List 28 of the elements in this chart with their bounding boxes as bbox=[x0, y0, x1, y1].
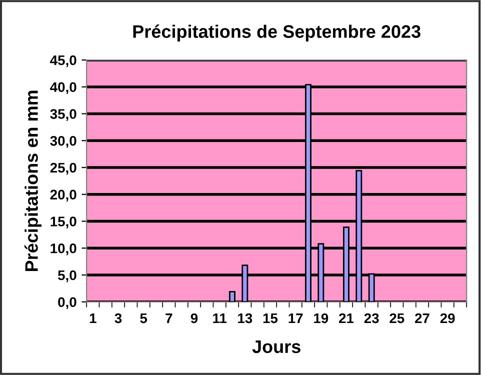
x-tick-label: 1 bbox=[90, 313, 96, 324]
x-tick-label: 19 bbox=[314, 313, 328, 324]
x-tick-label: 27 bbox=[414, 313, 430, 324]
y-tick-label: 35,0 bbox=[50, 109, 76, 121]
x-tick-label: 29 bbox=[440, 313, 455, 324]
y-tick-label: 5,0 bbox=[58, 270, 76, 282]
x-tick-label: 25 bbox=[390, 313, 404, 324]
x-tick-label: 7 bbox=[166, 313, 172, 324]
y-tick-label: 40,0 bbox=[50, 82, 76, 94]
x-tick-label: 15 bbox=[263, 313, 278, 324]
chart-title: Précipitations de Septembre 2023 bbox=[133, 24, 420, 42]
y-tick-label: 25,0 bbox=[50, 162, 76, 175]
x-tick-label: 17 bbox=[288, 313, 303, 324]
x-axis-title: Jours bbox=[252, 340, 300, 354]
y-tick-label: 30,0 bbox=[50, 136, 76, 148]
y-axis-title: Précipitations en mm bbox=[24, 90, 42, 272]
y-tick-label: 0,0 bbox=[58, 297, 76, 310]
x-tick-label: 13 bbox=[238, 313, 252, 324]
x-tick-label: 5 bbox=[140, 313, 148, 324]
y-tick-label: 15,0 bbox=[50, 216, 76, 228]
x-tick-label: 23 bbox=[364, 313, 379, 324]
y-tick-label: 45,0 bbox=[50, 55, 76, 68]
x-tick-label: 21 bbox=[339, 313, 354, 324]
y-tick-label: 10,0 bbox=[50, 243, 76, 256]
x-tick-label: 3 bbox=[114, 313, 122, 324]
y-tick-label: 20,0 bbox=[50, 190, 76, 202]
x-tick-label: 9 bbox=[190, 313, 198, 324]
x-tick-label: 11 bbox=[213, 313, 227, 324]
